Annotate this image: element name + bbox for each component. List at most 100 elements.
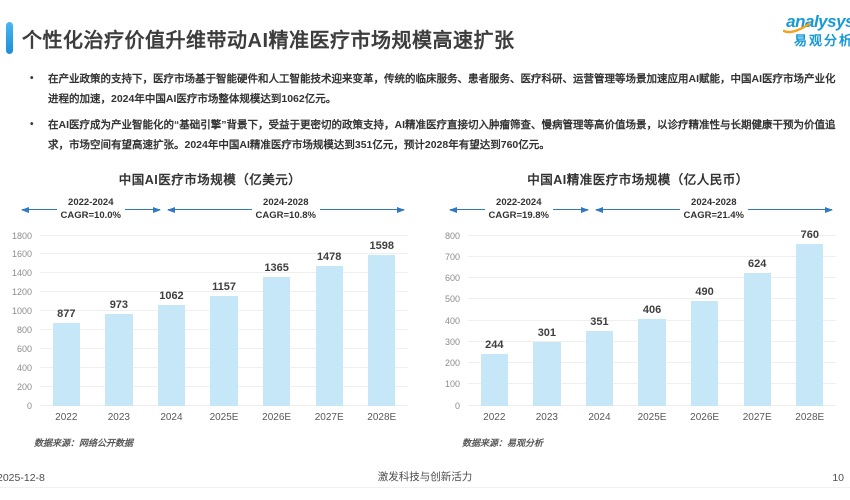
y-tick-label: 300 <box>444 336 460 347</box>
bar-column-2025E: 1157 <box>198 236 251 406</box>
bullet-list: 在产业政策的支持下，医疗市场基于智能硬件和人工智能技术迎来变革，传统的临床服务、… <box>28 69 840 156</box>
cagr-value: CAGR=10.0% <box>60 209 121 221</box>
gridline <box>40 253 408 255</box>
cagr-value: CAGR=21.4% <box>683 209 744 221</box>
logo-swoosh-icon <box>783 22 811 33</box>
arrow-left-icon <box>22 208 57 211</box>
y-tick-label: 0 <box>26 400 32 411</box>
bar-column-2023: 301 <box>521 236 574 406</box>
cagr-group-2024-2028: 2024-2028 CAGR=10.8% <box>167 197 405 223</box>
gridline <box>468 234 836 236</box>
y-tick-label: 1000 <box>11 306 32 317</box>
y-axis: 0 200 400 600 800 1000 1200 1400 1600 1800 <box>10 231 40 411</box>
cagr-group-2022-2024: 2022-2024 CAGR=10.0% <box>22 197 160 223</box>
bar-value-label: 1157 <box>212 281 236 294</box>
x-tick-label: 2024 <box>588 411 611 423</box>
bar <box>480 353 508 406</box>
footer-divider <box>0 487 850 488</box>
cagr-value: CAGR=10.8% <box>255 209 316 221</box>
bar-value-label: 624 <box>748 257 767 270</box>
y-tick-label: 1200 <box>11 287 32 298</box>
bar-value-label: 301 <box>537 326 557 339</box>
y-tick-label: 800 <box>16 324 32 335</box>
x-tick-label: 2027E <box>742 411 772 423</box>
cagr-period: 2022-2024 <box>496 196 542 208</box>
bar-value-label: 877 <box>57 307 76 320</box>
bar <box>638 319 666 406</box>
arrow-right-icon <box>125 208 160 211</box>
bar <box>262 276 291 406</box>
bar-column-2028E: 1598 <box>355 236 408 406</box>
title-accent-bar <box>6 22 13 54</box>
bar <box>690 301 719 406</box>
x-tick-label: 2022 <box>55 411 78 423</box>
bullet-item: 在AI医疗成为产业智能化的“基础引擎”背景下，受益于更密切的政策支持，AI精准医… <box>28 115 840 156</box>
y-tick-label: 700 <box>444 251 460 262</box>
y-tick-label: 800 <box>444 230 460 241</box>
cagr-row: 2022-2024 CAGR=19.8% 2024-2028 CAGR=21.4… <box>450 197 833 223</box>
cagr-value: CAGR=19.8% <box>488 209 549 221</box>
bar-column-2024: 1062 <box>145 236 198 406</box>
chart-panel-ai-medical: 中国AI医疗市场规模（亿美元） 2022-2024 CAGR=10.0% 202… <box>6 169 414 449</box>
bar <box>315 265 343 406</box>
gridline <box>468 298 836 300</box>
charts-row: 中国AI医疗市场规模（亿美元） 2022-2024 CAGR=10.0% 202… <box>0 169 850 449</box>
bar-column-2027E: 1478 <box>303 236 356 406</box>
bar-value-label: 973 <box>109 298 129 311</box>
bar <box>743 272 771 406</box>
gridline <box>468 277 836 278</box>
gridline <box>40 234 408 236</box>
x-tick-label: 2027E <box>314 411 344 423</box>
y-tick-label: 400 <box>444 315 460 326</box>
analysys-logo: analysys 易观分析 <box>783 12 850 48</box>
footer-date: 2025-12-8 <box>0 472 45 484</box>
page-number: 10 <box>832 472 844 484</box>
logo-brand-chinese: 易观分析 <box>793 32 850 48</box>
bar-column-2022: 877 <box>40 236 93 406</box>
bar <box>52 322 80 406</box>
footer-slogan: 激发科技与创新活力 <box>377 471 473 483</box>
cagr-row: 2022-2024 CAGR=10.0% 2024-2028 CAGR=10.8… <box>22 197 405 223</box>
x-tick-label: 2025E <box>209 411 239 423</box>
y-tick-label: 1800 <box>11 230 32 241</box>
bar <box>533 341 561 406</box>
plot-area: 0 100 200 300 400 500 600 700 800 244 301 351 406 49… <box>438 229 836 411</box>
x-tick-label: 2023 <box>107 411 130 423</box>
y-tick-label: 100 <box>444 379 460 390</box>
gridline <box>40 272 408 274</box>
cagr-group-2024-2028: 2024-2028 CAGR=21.4% <box>595 197 833 223</box>
bar-column-2026E: 490 <box>678 236 731 406</box>
data-source: 数据来源：易观分析 <box>462 437 544 448</box>
y-tick-label: 200 <box>444 358 460 368</box>
x-tick-label: 2026E <box>690 411 720 423</box>
bar-value-label: 351 <box>590 315 609 328</box>
x-tick-label: 2028E <box>367 411 397 423</box>
bar-value-label: 1478 <box>316 250 342 263</box>
y-tick-label: 600 <box>16 343 32 354</box>
bar-column-2024: 351 <box>573 236 626 406</box>
bar <box>585 330 614 406</box>
arrow-right-icon <box>748 208 833 211</box>
bar-value-label: 760 <box>800 229 819 241</box>
chart-title: 中国AI医疗市场规模（亿美元） <box>118 172 302 187</box>
bar-value-label: 1365 <box>264 261 289 274</box>
bar <box>796 244 824 406</box>
arrow-left-icon <box>450 208 485 211</box>
bar <box>368 254 396 406</box>
cagr-group-2022-2024: 2022-2024 CAGR=19.8% <box>450 197 588 223</box>
gridline <box>40 291 408 293</box>
y-tick-label: 400 <box>16 362 32 373</box>
data-source: 数据来源：网络公开数据 <box>34 437 134 448</box>
gridline <box>468 255 836 257</box>
logo-brand-text: analysys <box>786 12 850 31</box>
chart-title: 中国AI精准医疗市场规模（亿人民币） <box>527 172 749 187</box>
y-tick-label: 600 <box>444 273 460 283</box>
bar-column-2026E: 1365 <box>250 236 303 406</box>
logo-wordmark: analysys <box>783 12 850 33</box>
bar-value-label: 490 <box>695 286 714 299</box>
cagr-period: 2022-2024 <box>68 196 114 208</box>
bar-value-label: 1062 <box>159 290 184 303</box>
bar <box>157 305 186 406</box>
y-tick-label: 1400 <box>11 268 32 279</box>
